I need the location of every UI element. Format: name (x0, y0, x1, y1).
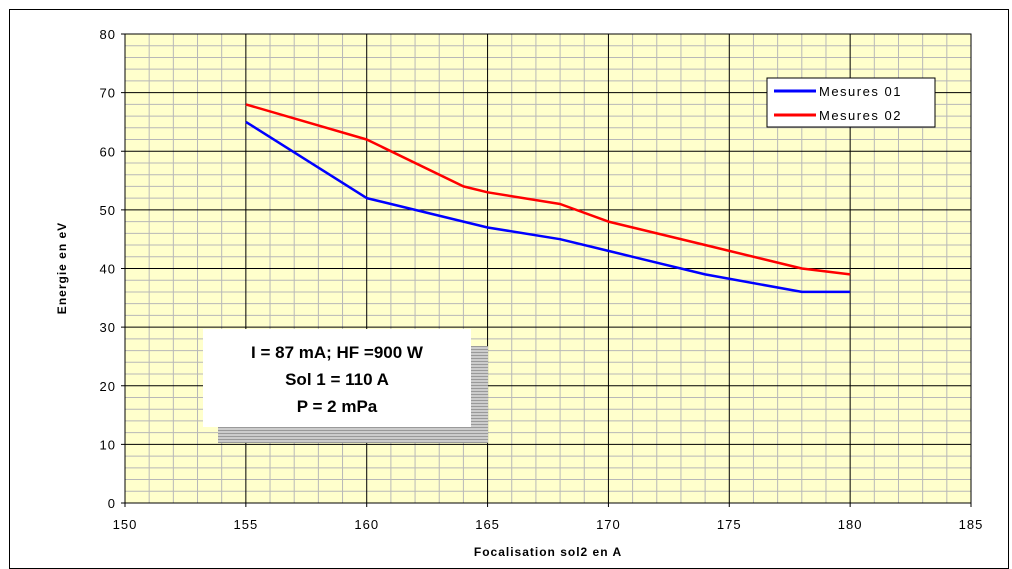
x-tick-label: 180 (838, 517, 863, 532)
legend-label-series-1: Mesures 01 (819, 84, 902, 99)
x-tick-label: 170 (596, 517, 621, 532)
y-tick-label: 80 (100, 27, 116, 42)
y-tick-label: 20 (100, 379, 116, 394)
series-line-2 (245, 103, 851, 276)
legend-box (766, 77, 936, 128)
x-axis-ticks: 150 155 160 165 170 175 180 185 (113, 517, 984, 532)
y-axis-ticks: 0 10 20 30 40 50 60 70 80 (100, 27, 116, 511)
y-tick-label: 0 (108, 496, 116, 511)
y-tick-label: 60 (100, 144, 116, 159)
info-box-bg (203, 329, 471, 427)
y-tick-label: 40 (100, 262, 116, 277)
x-tick-label: 165 (475, 517, 500, 532)
series-layer (245, 103, 851, 294)
info-line-3: P = 2 mPa (297, 397, 378, 416)
info-annotation: I = 87 mA; HF =900 W Sol 1 = 110 A P = 2… (203, 329, 488, 443)
legend: Mesures 01 Mesures 02 (766, 77, 936, 128)
x-tick-label: 150 (113, 517, 138, 532)
y-tick-label: 50 (100, 203, 116, 218)
x-tick-label: 160 (354, 517, 379, 532)
plot-border (124, 33, 972, 504)
legend-label-series-2: Mesures 02 (819, 108, 902, 123)
x-tick-label: 155 (234, 517, 259, 532)
info-line-2: Sol 1 = 110 A (285, 370, 389, 389)
y-tick-label: 30 (100, 320, 116, 335)
y-tick-label: 10 (100, 437, 116, 452)
x-axis-title: Focalisation sol2 en A (474, 545, 622, 559)
x-tick-label: 185 (959, 517, 984, 532)
info-line-1: I = 87 mA; HF =900 W (251, 343, 424, 362)
series-line-1 (245, 120, 851, 294)
y-axis-title: Energie en eV (55, 222, 69, 314)
y-tick-label: 70 (100, 86, 116, 101)
x-tick-label: 175 (717, 517, 742, 532)
